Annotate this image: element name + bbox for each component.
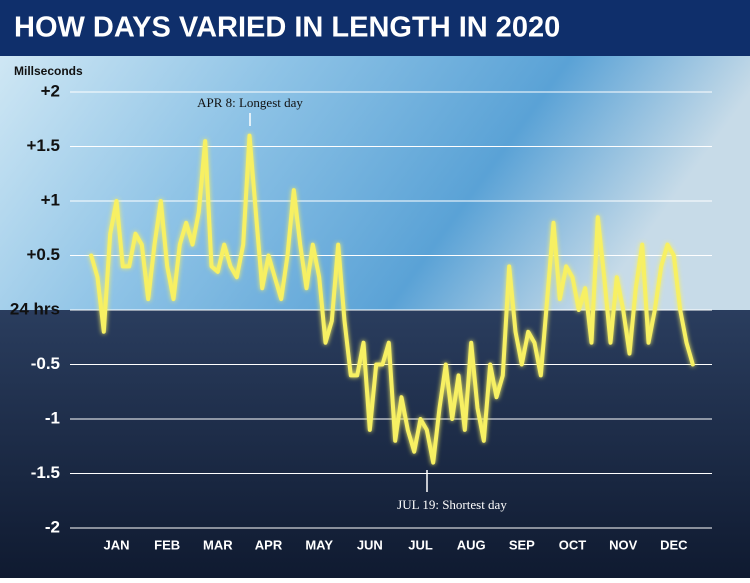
y-tick-label: -0.5 xyxy=(31,354,60,373)
data-line xyxy=(89,133,695,465)
y-tick-label: +1 xyxy=(41,190,60,209)
x-tick-label: JUN xyxy=(357,537,383,552)
night-background xyxy=(0,310,750,578)
chart-title: HOW DAYS VARIED IN LENGTH IN 2020 xyxy=(14,12,560,44)
x-tick-label: APR xyxy=(255,537,283,552)
y-tick-label: -1.5 xyxy=(31,463,60,482)
y-tick-label: +2 xyxy=(41,81,60,100)
x-tick-label: MAY xyxy=(305,537,333,552)
x-tick-label: OCT xyxy=(559,537,587,552)
annotation: APR 8: Longest day xyxy=(197,95,303,110)
x-tick-label: JAN xyxy=(103,537,129,552)
y-tick-label: 24 hrs xyxy=(10,299,60,318)
title-bar xyxy=(0,0,750,56)
y-tick-label: +1.5 xyxy=(26,136,60,155)
x-tick-label: FEB xyxy=(154,537,180,552)
x-tick-label: JUL xyxy=(408,537,433,552)
x-tick-label: NOV xyxy=(609,537,638,552)
x-tick-label: DEC xyxy=(660,537,688,552)
y-axis-label: Millseconds xyxy=(14,64,83,78)
annotation: JUL 19: Shortest day xyxy=(397,497,507,512)
x-tick-label: MAR xyxy=(203,537,233,552)
y-tick-label: -1 xyxy=(45,408,60,427)
y-tick-label: +0.5 xyxy=(26,245,60,264)
x-tick-label: SEP xyxy=(509,537,535,552)
y-tick-label: -2 xyxy=(45,517,60,536)
x-tick-label: AUG xyxy=(457,537,486,552)
